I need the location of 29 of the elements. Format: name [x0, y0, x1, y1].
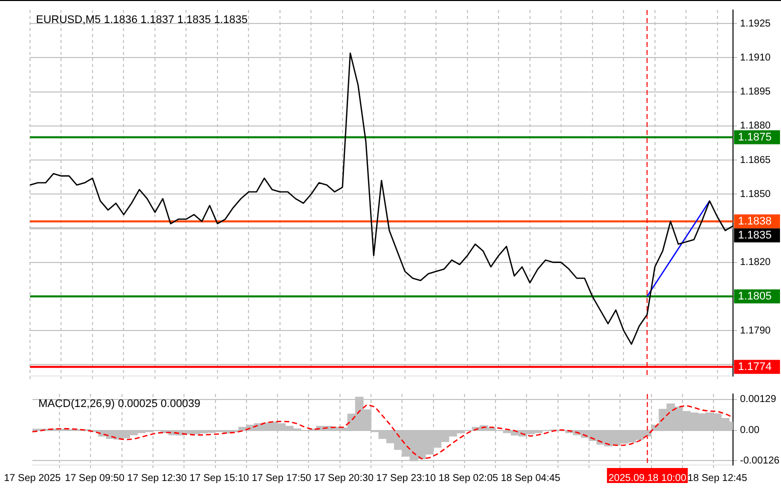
y-tick-label: 1.1865 [740, 154, 772, 166]
ref-line-label: 1.1805 [738, 290, 772, 302]
y-tick-label: 1.1895 [740, 86, 772, 98]
y-tick-label: 1.1880 [740, 120, 772, 132]
x-tick-label: 18 Sep 12:45 [688, 472, 748, 484]
ref-line-label: 1.1835 [738, 229, 772, 242]
y-tick-label: 1.1820 [740, 257, 772, 268]
ref-line-label: 1.1838 [738, 215, 772, 228]
y-tick-label: 1.1790 [740, 325, 772, 336]
x-tick-label: 17 Sep 2025 [4, 472, 62, 484]
y-tick-label: 0.00129 [740, 394, 777, 406]
x-tick-label: 18 Sep 04:45 [500, 472, 561, 484]
y-tick-label: 0.00 [740, 425, 760, 436]
chart-title: MACD(12,26,9) 0.00025 0.00039 [38, 398, 200, 410]
chart-title: EURUSD,M5 1.1836 1.1837 1.1835 1.1835 [36, 14, 248, 26]
x-tick-label: 17 Sep 23:10 [376, 472, 436, 484]
y-tick-label: 1.1910 [740, 52, 772, 64]
x-tick-label: 17 Sep 09:50 [64, 472, 125, 484]
y-tick-label: 1.1850 [740, 188, 772, 200]
y-tick-label: 1.1925 [740, 18, 772, 30]
x-tick-label: 17 Sep 12:30 [127, 472, 188, 484]
ref-line-label: 1.1774 [738, 360, 772, 373]
x-tick-label: 18 Sep 02:05 [438, 472, 498, 484]
x-tick-label: 17 Sep 20:30 [314, 472, 374, 484]
x-tick-label: 17 Sep 15:10 [189, 472, 250, 484]
x-tick-label: 17 Sep 17:50 [252, 472, 312, 484]
x-tick-label: 2025.09.18 10:00 [608, 472, 687, 484]
y-tick-label: -0.00126 [740, 455, 780, 466]
ref-line-label: 1.1875 [738, 131, 772, 144]
